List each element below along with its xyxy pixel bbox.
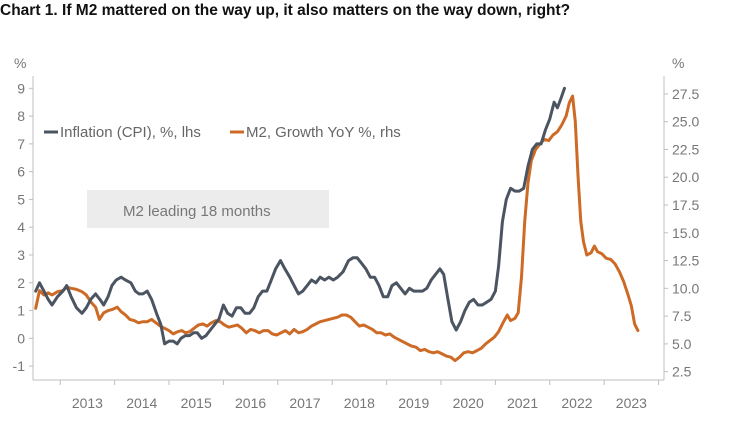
annotation: M2 leading 18 months — [87, 190, 329, 228]
right-axis-unit: % — [672, 55, 684, 71]
left-tick-label: 8 — [17, 108, 25, 124]
x-tick-label: 2019 — [398, 395, 429, 411]
left-tick-label: 1 — [17, 303, 25, 319]
series-group — [34, 86, 640, 363]
right-tick-label: 15.0 — [672, 225, 699, 241]
right-tick-label: 20.0 — [672, 169, 699, 185]
left-tick-label: 6 — [17, 164, 25, 180]
series-line-cpi — [34, 86, 566, 346]
x-tick-label: 2015 — [181, 395, 212, 411]
right-tick-label: 27.5 — [672, 86, 699, 102]
legend-cpi-label: Inflation (CPI), %, lhs — [60, 124, 201, 141]
left-tick-label: 0 — [17, 330, 25, 346]
left-tick-label: 7 — [17, 136, 25, 152]
annotation-text: M2 leading 18 months — [123, 203, 271, 220]
chart-title: Chart 1. If M2 mattered on the way up, i… — [0, 2, 571, 19]
right-tick-label: 2.5 — [672, 364, 692, 380]
left-tick-label: 5 — [17, 191, 25, 207]
x-tick-label: 2021 — [507, 395, 538, 411]
left-axis-unit: % — [14, 55, 26, 71]
right-tick-label: 10.0 — [672, 280, 699, 296]
right-tick-label: 25.0 — [672, 114, 699, 130]
left-tick-label: 4 — [17, 219, 25, 235]
left-tick-label: 2 — [17, 275, 25, 291]
left-axis: -1 0 1 2 3 4 5 6 7 8 9 — [13, 76, 34, 380]
right-tick-label: 17.5 — [672, 197, 699, 213]
right-tick-label: 5.0 — [672, 336, 692, 352]
x-tick-label: 2018 — [344, 395, 375, 411]
right-tick-label: 7.5 — [672, 308, 692, 324]
right-axis: 2.5 5.0 7.5 10.0 12.5 15.0 17.5 20.0 22.5 25.0 27.… — [663, 76, 699, 380]
right-tick-label: 22.5 — [672, 141, 699, 157]
left-tick-label: 9 — [17, 80, 25, 96]
series-line-m2 — [34, 94, 640, 363]
x-tick-label: 2016 — [235, 395, 266, 411]
right-tick-label: 12.5 — [672, 253, 699, 269]
legend: Inflation (CPI), %, lhs M2, Growth YoY %… — [44, 124, 401, 141]
x-tick-label: 2022 — [561, 395, 592, 411]
left-tick-label: 3 — [17, 247, 25, 263]
left-tick-label: -1 — [13, 358, 26, 374]
x-axis: 2013 2014 2015 2016 2017 2018 2019 2020 2021 2022… — [33, 379, 664, 411]
x-tick-label: 2020 — [453, 395, 484, 411]
annotation-box — [87, 190, 329, 228]
x-tick-label: 2013 — [72, 395, 103, 411]
x-tick-label: 2017 — [289, 395, 320, 411]
legend-m2-label: M2, Growth YoY %, rhs — [246, 124, 401, 141]
x-tick-label: 2014 — [126, 395, 157, 411]
x-tick-label: 2023 — [616, 395, 647, 411]
